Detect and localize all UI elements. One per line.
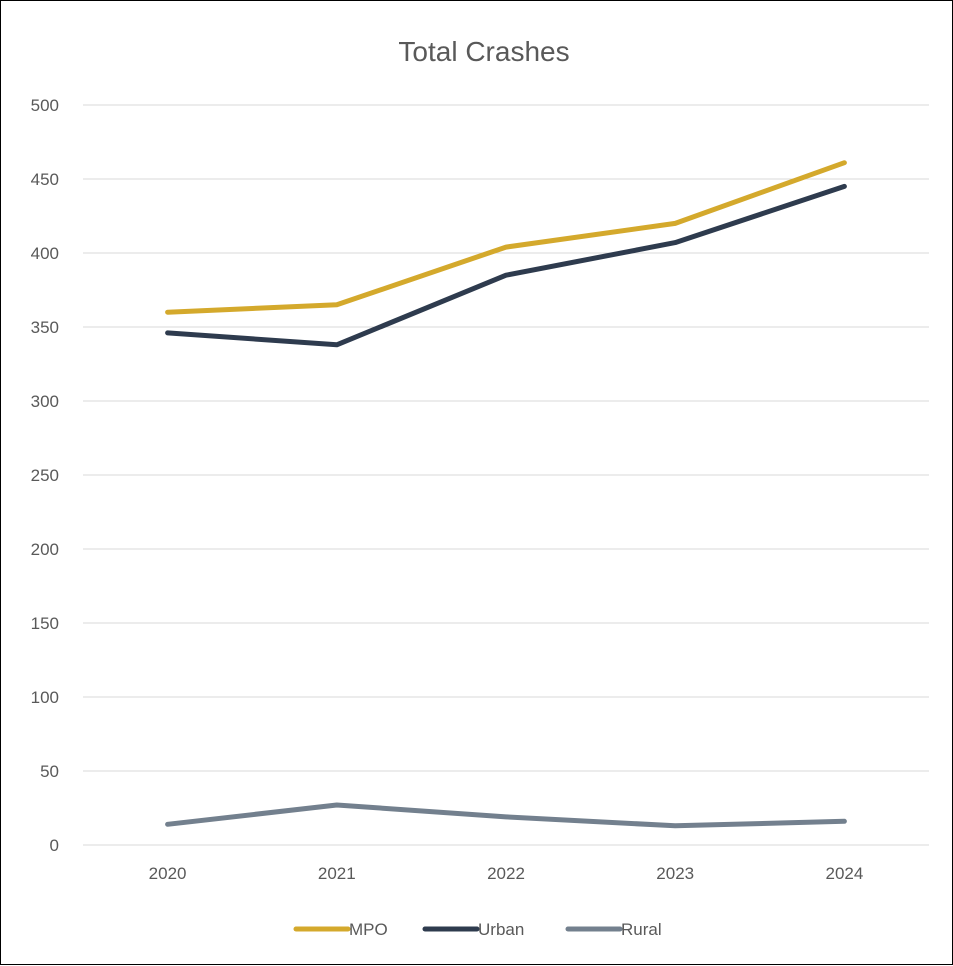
legend-item-rural: Rural: [568, 920, 662, 939]
y-tick-label: 450: [31, 170, 59, 189]
y-axis-ticks: 0 50 100 150 200 250 300 350 400 450 500: [31, 96, 59, 855]
legend-label: Urban: [478, 920, 524, 939]
y-tick-label: 350: [31, 318, 59, 337]
y-tick-label: 200: [31, 540, 59, 559]
y-tick-label: 50: [40, 762, 59, 781]
series-line-mpo: [168, 163, 845, 313]
legend-item-urban: Urban: [425, 920, 524, 939]
x-tick-label: 2023: [656, 864, 694, 883]
gridlines: [83, 105, 929, 845]
y-tick-label: 250: [31, 466, 59, 485]
y-tick-label: 500: [31, 96, 59, 115]
legend-label: Rural: [621, 920, 662, 939]
x-tick-label: 2022: [487, 864, 525, 883]
x-axis-ticks: 2020 2021 2022 2023 2024: [149, 864, 864, 883]
x-tick-label: 2024: [825, 864, 863, 883]
legend-item-mpo: MPO: [296, 920, 388, 939]
y-tick-label: 0: [50, 836, 59, 855]
y-tick-label: 100: [31, 688, 59, 707]
y-tick-label: 300: [31, 392, 59, 411]
y-tick-label: 400: [31, 244, 59, 263]
chart-title: Total Crashes: [398, 36, 569, 67]
series-lines: [168, 163, 845, 826]
x-tick-label: 2020: [149, 864, 187, 883]
legend-label: MPO: [349, 920, 388, 939]
y-tick-label: 150: [31, 614, 59, 633]
x-tick-label: 2021: [318, 864, 356, 883]
legend: MPO Urban Rural: [296, 920, 662, 939]
series-line-rural: [168, 805, 845, 826]
series-line-urban: [168, 186, 845, 344]
